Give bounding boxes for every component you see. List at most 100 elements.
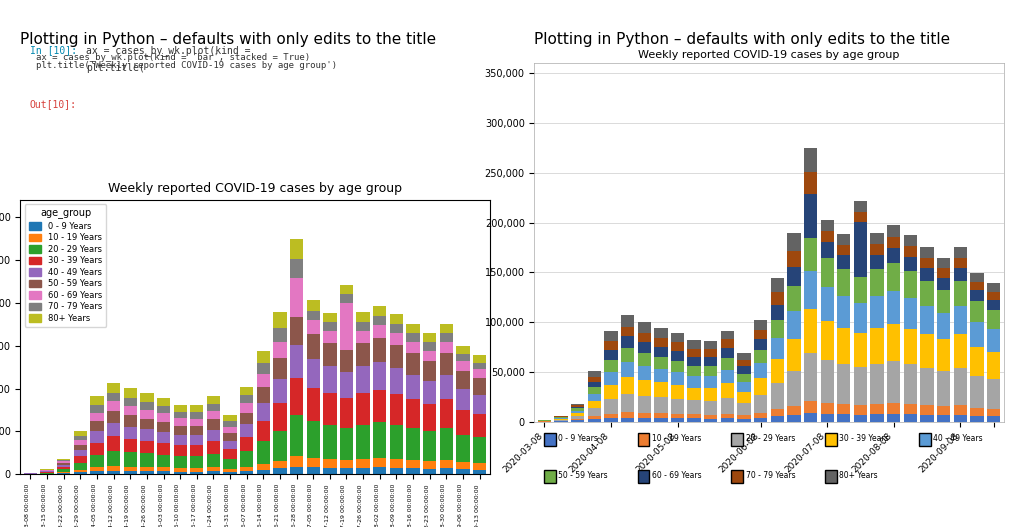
Bar	[921, 415, 934, 422]
Bar	[240, 466, 253, 471]
Bar	[390, 425, 403, 460]
Bar	[140, 430, 154, 441]
Bar	[57, 467, 71, 470]
Bar	[57, 463, 71, 465]
Bar	[190, 469, 204, 472]
Bar	[654, 328, 668, 338]
Bar	[457, 354, 470, 362]
Bar	[987, 352, 1000, 379]
Bar	[721, 418, 734, 422]
Bar	[157, 398, 170, 406]
Text: 40 - 49 Years: 40 - 49 Years	[933, 434, 983, 443]
Bar	[290, 317, 303, 345]
Bar	[106, 423, 120, 436]
Bar	[737, 353, 751, 359]
Bar	[324, 331, 337, 343]
Bar	[373, 390, 386, 423]
Bar	[473, 437, 486, 463]
Bar	[604, 414, 617, 418]
Bar	[953, 258, 967, 268]
Bar	[356, 322, 370, 331]
Bar	[324, 323, 337, 331]
Bar	[604, 399, 617, 414]
Bar	[106, 451, 120, 466]
Bar	[273, 328, 287, 341]
Bar	[74, 440, 87, 445]
Bar	[390, 468, 403, 474]
Bar	[439, 428, 453, 460]
Bar	[290, 345, 303, 377]
Bar	[373, 306, 386, 316]
Bar	[820, 242, 834, 258]
Bar	[74, 445, 87, 450]
Text: 70 - 79 Years: 70 - 79 Years	[745, 471, 796, 480]
Bar	[157, 455, 170, 467]
Text: In [10]:: In [10]:	[30, 45, 77, 55]
Bar	[953, 368, 967, 405]
Bar	[737, 403, 751, 415]
Bar	[987, 408, 1000, 416]
Bar	[953, 268, 967, 281]
Bar	[804, 172, 817, 193]
Bar	[356, 460, 370, 468]
Bar	[90, 455, 103, 467]
Bar	[140, 453, 154, 467]
Text: 10 - 19 Years: 10 - 19 Years	[651, 434, 701, 443]
Bar	[223, 472, 237, 474]
Bar	[324, 460, 337, 468]
Bar	[771, 416, 784, 422]
Text: 80+ Years: 80+ Years	[840, 471, 878, 480]
Bar	[373, 458, 386, 467]
Bar	[987, 283, 1000, 291]
Bar	[423, 404, 436, 431]
Bar	[671, 333, 684, 343]
FancyBboxPatch shape	[638, 470, 649, 483]
Bar	[74, 472, 87, 474]
Bar	[687, 357, 700, 366]
Bar	[306, 458, 319, 467]
Bar	[439, 399, 453, 428]
Bar	[207, 396, 220, 404]
Bar	[737, 359, 751, 366]
Bar	[457, 469, 470, 474]
Bar	[74, 456, 87, 463]
Bar	[705, 401, 718, 415]
Bar	[820, 414, 834, 422]
Bar	[157, 414, 170, 422]
Bar	[173, 456, 186, 468]
Bar	[638, 333, 651, 342]
Bar	[904, 247, 918, 257]
Bar	[407, 375, 420, 399]
Bar	[604, 418, 617, 422]
Bar	[721, 370, 734, 383]
Bar	[621, 394, 634, 412]
Bar	[106, 471, 120, 474]
Text: 20 - 29 Years: 20 - 29 Years	[745, 434, 795, 443]
FancyBboxPatch shape	[544, 433, 556, 446]
Bar	[124, 438, 137, 452]
Bar	[257, 403, 270, 421]
Bar	[407, 460, 420, 469]
Bar	[804, 353, 817, 401]
Bar	[971, 301, 984, 322]
Bar	[804, 148, 817, 172]
Bar	[953, 405, 967, 415]
Bar	[771, 383, 784, 409]
Bar	[190, 456, 204, 469]
Bar	[937, 268, 950, 278]
Bar	[324, 313, 337, 323]
Bar	[473, 378, 486, 395]
Bar	[754, 339, 767, 350]
Bar	[904, 364, 918, 404]
Bar	[190, 426, 204, 435]
Bar	[705, 418, 718, 422]
Bar	[787, 371, 801, 406]
Bar	[771, 319, 784, 338]
Bar	[638, 413, 651, 418]
Bar	[554, 418, 567, 419]
Bar	[621, 363, 634, 377]
Bar	[754, 363, 767, 378]
Bar	[390, 345, 403, 368]
Bar	[340, 372, 353, 398]
Bar	[953, 247, 967, 258]
